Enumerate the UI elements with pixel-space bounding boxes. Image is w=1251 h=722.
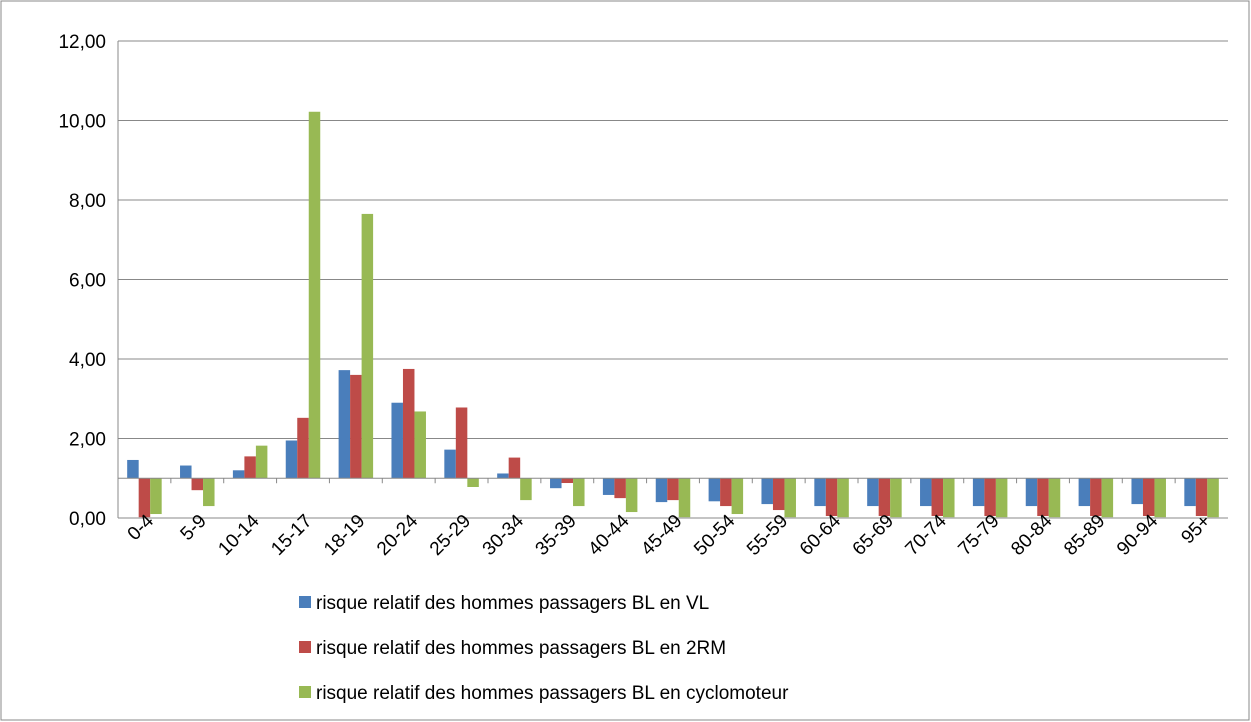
bar <box>720 478 732 507</box>
legend-label: risque relatif des hommes passagers BL e… <box>316 638 726 659</box>
bar <box>972 478 985 507</box>
bar <box>1078 478 1091 507</box>
bar <box>255 445 268 479</box>
bar <box>244 456 256 479</box>
bar <box>414 411 426 479</box>
bar <box>550 478 562 489</box>
y-tick-label: 12,00 <box>58 32 106 53</box>
bar <box>391 402 403 479</box>
bar <box>150 478 162 515</box>
bar <box>1131 478 1143 505</box>
bar <box>561 478 574 484</box>
legend-swatch <box>299 686 311 698</box>
bar <box>784 478 796 518</box>
bar <box>867 478 879 507</box>
y-tick-label: 8,00 <box>69 191 106 212</box>
bar <box>655 478 668 503</box>
bar <box>1090 478 1102 517</box>
bar <box>772 478 785 511</box>
bar <box>614 478 626 499</box>
y-tick-label: 10,00 <box>58 112 106 133</box>
bar <box>731 478 744 515</box>
bar <box>444 449 456 479</box>
bar <box>191 478 204 491</box>
bar <box>1101 478 1114 518</box>
bar <box>467 478 479 487</box>
bar <box>1037 478 1049 517</box>
legend-label: risque relatif des hommes passagers BL e… <box>316 593 709 614</box>
bar <box>338 370 351 479</box>
bar <box>984 478 996 517</box>
bar <box>573 478 585 507</box>
bar <box>1195 478 1208 517</box>
bar <box>127 459 139 479</box>
legend-label: risque relatif des hommes passagers BL e… <box>316 683 789 704</box>
bar <box>1207 478 1219 518</box>
bar <box>232 470 245 479</box>
bar <box>1142 478 1155 517</box>
bar <box>890 478 902 518</box>
y-tick-label: 0,00 <box>69 509 106 530</box>
bar <box>180 465 192 479</box>
bar <box>995 478 1008 518</box>
bar <box>708 478 721 502</box>
bar <box>138 478 151 518</box>
bar <box>1184 478 1196 507</box>
bar <box>761 478 773 505</box>
bar <box>361 213 374 479</box>
bar <box>203 478 215 507</box>
bar <box>943 478 955 518</box>
bar <box>1048 478 1061 518</box>
y-tick-label: 2,00 <box>69 430 106 451</box>
bar <box>814 478 826 507</box>
bar <box>497 473 509 479</box>
legend-swatch <box>299 596 311 608</box>
bar <box>520 478 532 501</box>
bar <box>297 417 309 479</box>
bar <box>308 111 321 479</box>
legend-swatch <box>299 641 311 653</box>
bar <box>1025 478 1038 507</box>
bar <box>602 478 615 495</box>
bar <box>402 368 415 479</box>
bar <box>667 478 679 501</box>
bar <box>920 478 932 507</box>
bar <box>350 374 362 479</box>
bar <box>825 478 838 517</box>
bar <box>678 478 691 518</box>
bar <box>1154 478 1166 518</box>
bar <box>931 478 944 517</box>
bar <box>878 478 891 517</box>
y-tick-label: 4,00 <box>69 350 106 371</box>
bar <box>285 440 298 479</box>
y-tick-label: 6,00 <box>69 271 106 292</box>
bar <box>625 478 638 513</box>
bar <box>508 457 521 479</box>
bar <box>837 478 849 518</box>
bar <box>455 407 468 479</box>
